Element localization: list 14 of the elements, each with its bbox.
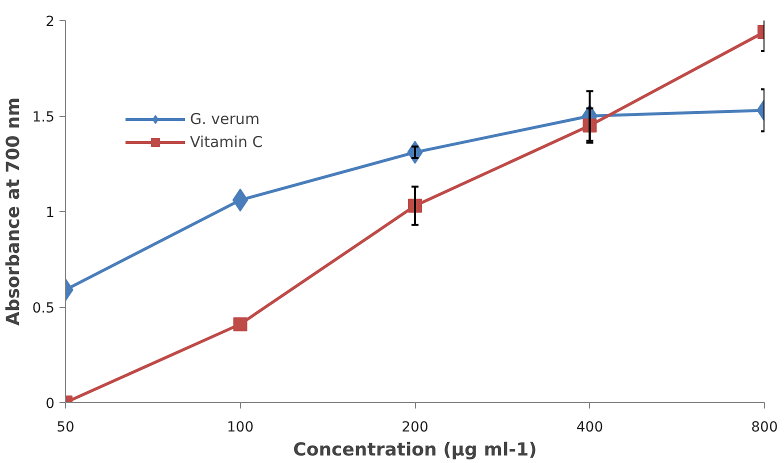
x-tick-label: 50 xyxy=(56,420,74,436)
y-tick-label: 1 xyxy=(46,205,55,221)
legend-label: G. verum xyxy=(190,110,260,128)
x-axis-title: Concentration (µg ml-1) xyxy=(293,440,537,460)
y-tick-label: 0.5 xyxy=(32,300,54,316)
x-tick-label: 100 xyxy=(226,420,254,436)
y-tick-label: 1.5 xyxy=(32,110,54,126)
y-axis-title: Absorbance at 700 nm xyxy=(3,97,24,326)
legend-label: Vitamin C xyxy=(190,133,263,151)
y-tick-label: 2 xyxy=(46,14,55,30)
x-tick-label: 200 xyxy=(402,420,428,436)
x-tick-label: 400 xyxy=(576,420,604,436)
x-tick-label: 800 xyxy=(751,420,778,436)
y-tick-label: 0 xyxy=(46,396,55,412)
